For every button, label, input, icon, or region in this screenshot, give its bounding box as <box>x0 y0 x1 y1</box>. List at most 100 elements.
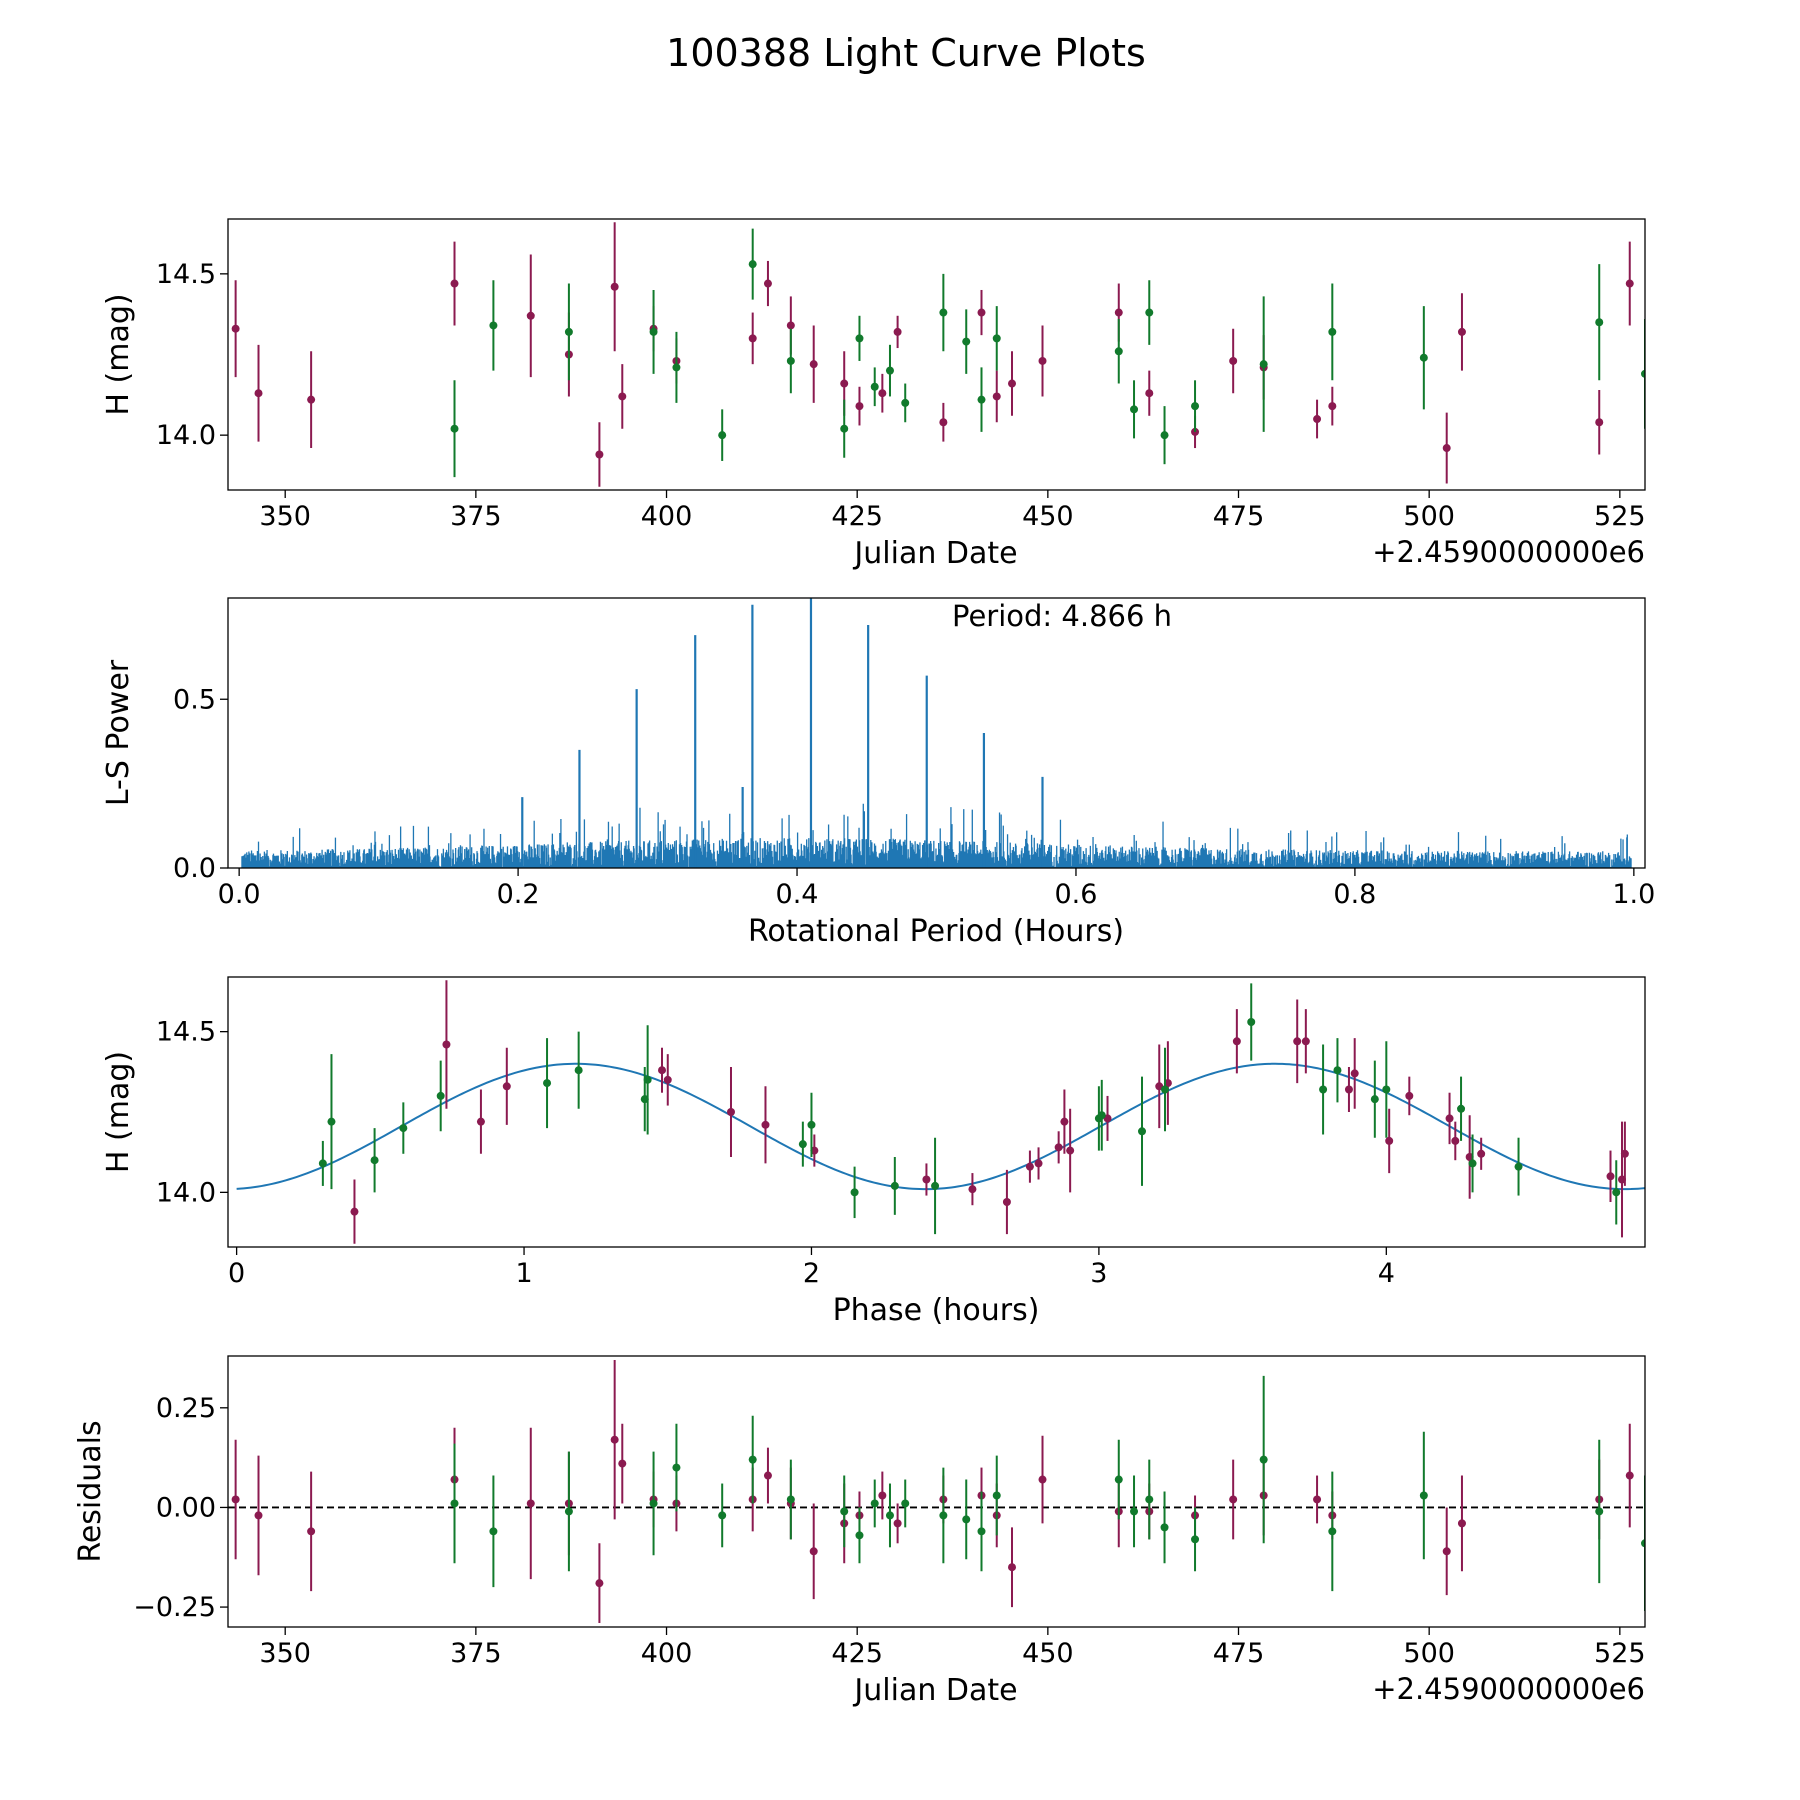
green-data-point <box>327 1117 336 1126</box>
x-tick-label: 350 <box>259 1638 311 1669</box>
red-data-point <box>1344 1085 1353 1094</box>
red-data-point <box>450 279 459 288</box>
clipped-marks <box>228 1359 1645 1624</box>
green-data-point <box>807 1120 816 1129</box>
x-tick-label: 375 <box>450 1638 502 1669</box>
tick-group: 0 1 2 3 4 14.0 14.5 <box>156 1017 1395 1289</box>
green-data-point <box>840 1507 849 1516</box>
x-axis-label: Rotational Period (Hours) <box>748 914 1124 949</box>
red-data-point <box>855 402 864 411</box>
red-data-point <box>476 1117 485 1126</box>
red-data-point <box>1066 1146 1075 1155</box>
y-axis-label: L-S Power <box>101 659 136 806</box>
green-data-point <box>718 1511 727 1520</box>
red-data-point <box>1445 1114 1454 1123</box>
x-tick-label: 0.4 <box>776 879 819 910</box>
red-data-point <box>1606 1172 1615 1181</box>
green-data-point <box>399 1124 408 1133</box>
green-data-point <box>1382 1085 1391 1094</box>
green-data-point <box>1641 1539 1645 1548</box>
red-data-point <box>231 324 240 333</box>
red-data-point <box>809 360 818 369</box>
green-data-point <box>786 1495 795 1504</box>
x-axis-label: Phase (hours) <box>833 1293 1040 1328</box>
y-tick-label: 14.0 <box>156 420 216 451</box>
red-data-point <box>1038 356 1047 365</box>
red-data-point <box>992 392 1001 401</box>
red-data-point <box>893 327 902 336</box>
green-data-point <box>1419 353 1428 362</box>
x-tick-label: 425 <box>831 1638 883 1669</box>
green-data-point <box>672 1463 681 1472</box>
red-data-point <box>1477 1149 1486 1158</box>
red-data-point <box>1008 379 1017 388</box>
green-data-point <box>850 1188 859 1197</box>
green-data-point <box>840 424 849 433</box>
period-annotation: Period: 4.866 h <box>952 599 1172 633</box>
x-tick-label: 425 <box>831 501 883 532</box>
red-data-point <box>809 1547 818 1556</box>
red-data-point <box>893 1519 902 1528</box>
y-tick-label: −0.25 <box>133 1592 216 1623</box>
x-tick-label: 3 <box>1090 1258 1107 1289</box>
x-tick-label: 350 <box>259 501 311 532</box>
y-tick-label: 0.5 <box>173 684 216 715</box>
x-tick-label: 500 <box>1403 1638 1455 1669</box>
y-tick-label: 14.5 <box>156 259 216 290</box>
green-data-point <box>1097 1111 1106 1120</box>
red-data-point <box>610 282 619 291</box>
red-data-point <box>1457 1519 1466 1528</box>
red-data-point <box>1025 1162 1034 1171</box>
green-data-point <box>672 363 681 372</box>
green-data-point <box>489 321 498 330</box>
x-tick-label: 0.8 <box>1333 879 1376 910</box>
x-tick-label: 375 <box>450 501 502 532</box>
green-data-point <box>718 431 727 440</box>
green-data-point <box>1370 1095 1379 1104</box>
y-tick-label: 14.5 <box>156 1017 216 1048</box>
red-data-point <box>1114 308 1123 317</box>
x-axis-label: Julian Date <box>852 1673 1017 1708</box>
red-data-point <box>1620 1149 1629 1158</box>
tick-group: 350 375 400 425 450 475 500 525 0.25 0.00 −0.25 <box>133 1393 1645 1669</box>
green-data-point <box>1145 308 1154 317</box>
green-data-point <box>1319 1085 1328 1094</box>
green-data-point <box>450 1499 459 1508</box>
plot-area <box>228 1359 1645 1624</box>
sine-model-curve <box>236 1062 1645 1191</box>
green-data-point <box>855 1531 864 1540</box>
x-tick-label: 1 <box>515 1258 532 1289</box>
red-data-point <box>307 395 316 404</box>
red-data-point <box>977 308 986 317</box>
green-data-point <box>1514 1162 1523 1171</box>
red-data-point <box>726 1108 735 1116</box>
green-data-point <box>1419 1491 1428 1500</box>
panel-residuals: 350 375 400 425 450 475 500 525 0.25 0.00 −0.25 Ju… <box>73 1355 1646 1708</box>
panel-phase-folded: 0 1 2 3 4 14.0 14.5 Phase (hours) H (mag) <box>101 976 1646 1328</box>
green-data-point <box>885 1511 894 1520</box>
red-data-point <box>1313 415 1322 424</box>
green-data-point <box>962 1515 971 1524</box>
red-data-point <box>307 1527 316 1536</box>
red-data-point <box>761 1120 770 1129</box>
green-data-point <box>1130 1507 1139 1516</box>
red-data-point <box>1313 1495 1322 1504</box>
green-data-point <box>574 1066 583 1075</box>
green-data-point <box>1247 1018 1256 1026</box>
x-tick-label: 2 <box>803 1258 820 1289</box>
panel-magnitude-vs-date: 350 375 400 425 450 475 500 525 14.0 14.5 Julian … <box>101 218 1646 571</box>
red-data-point <box>1008 1563 1017 1572</box>
green-data-point <box>1160 1523 1169 1532</box>
green-data-point <box>1259 360 1268 369</box>
red-data-point <box>1405 1091 1414 1100</box>
green-data-point <box>318 1159 327 1168</box>
green-data-point <box>939 308 948 317</box>
red-data-point <box>502 1082 511 1091</box>
red-data-point <box>1442 1547 1451 1556</box>
figure-title: 100388 Light Curve Plots <box>666 31 1146 75</box>
power-spectrum-line <box>241 803 1632 868</box>
red-data-point <box>1229 1495 1238 1504</box>
x-tick-label: 450 <box>1022 501 1074 532</box>
green-data-point <box>977 1527 986 1536</box>
red-data-point <box>878 1491 887 1500</box>
